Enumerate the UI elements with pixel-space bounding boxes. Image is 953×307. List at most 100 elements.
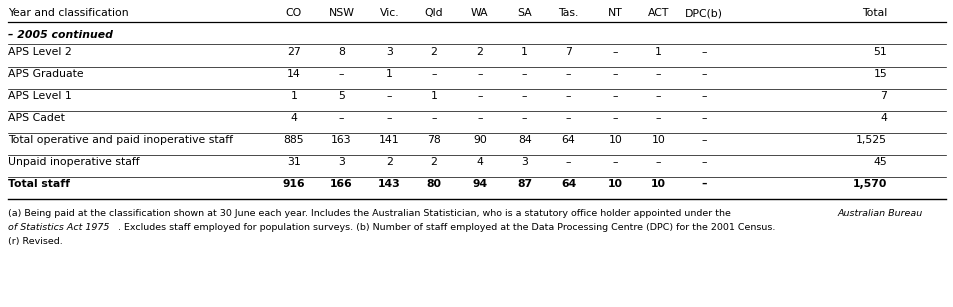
Text: 885: 885	[283, 135, 304, 145]
Text: 2: 2	[430, 47, 437, 57]
Text: –: –	[565, 157, 571, 167]
Text: SA: SA	[517, 8, 532, 18]
Text: 141: 141	[378, 135, 399, 145]
Text: 90: 90	[473, 135, 486, 145]
Text: –: –	[700, 91, 706, 101]
Text: 4: 4	[290, 113, 297, 123]
Text: 45: 45	[873, 157, 886, 167]
Text: 10: 10	[608, 135, 621, 145]
Text: 2: 2	[430, 157, 437, 167]
Text: –: –	[700, 179, 706, 189]
Text: –: –	[431, 69, 436, 79]
Text: –: –	[565, 113, 571, 123]
Text: 94: 94	[472, 179, 487, 189]
Text: 64: 64	[560, 179, 576, 189]
Text: –: –	[431, 113, 436, 123]
Text: NT: NT	[607, 8, 622, 18]
Text: 163: 163	[331, 135, 352, 145]
Text: 14: 14	[287, 69, 300, 79]
Text: –: –	[612, 69, 618, 79]
Text: 10: 10	[650, 179, 665, 189]
Text: 143: 143	[377, 179, 400, 189]
Text: –: –	[386, 91, 392, 101]
Text: 1,570: 1,570	[852, 179, 886, 189]
Text: –: –	[612, 157, 618, 167]
Text: –: –	[521, 91, 527, 101]
Text: Year and classification: Year and classification	[8, 8, 128, 18]
Text: –: –	[565, 69, 571, 79]
Text: 15: 15	[873, 69, 886, 79]
Text: 78: 78	[427, 135, 440, 145]
Text: Qld: Qld	[424, 8, 443, 18]
Text: 27: 27	[287, 47, 300, 57]
Text: Total operative and paid inoperative staff: Total operative and paid inoperative sta…	[8, 135, 233, 145]
Text: 1: 1	[290, 91, 297, 101]
Text: ACT: ACT	[647, 8, 668, 18]
Text: 7: 7	[880, 91, 886, 101]
Text: 1: 1	[430, 91, 437, 101]
Text: –: –	[521, 69, 527, 79]
Text: –: –	[655, 157, 660, 167]
Text: –: –	[476, 69, 482, 79]
Text: 64: 64	[561, 135, 575, 145]
Text: 7: 7	[564, 47, 572, 57]
Text: 916: 916	[282, 179, 305, 189]
Text: 1: 1	[385, 69, 393, 79]
Text: –: –	[612, 47, 618, 57]
Text: 3: 3	[337, 157, 345, 167]
Text: –: –	[612, 91, 618, 101]
Text: 3: 3	[385, 47, 393, 57]
Text: –: –	[700, 47, 706, 57]
Text: Total: Total	[862, 8, 886, 18]
Text: 166: 166	[330, 179, 353, 189]
Text: 4: 4	[880, 113, 886, 123]
Text: 1: 1	[520, 47, 528, 57]
Text: –: –	[476, 91, 482, 101]
Text: 2: 2	[385, 157, 393, 167]
Text: APS Graduate: APS Graduate	[8, 69, 83, 79]
Text: APS Cadet: APS Cadet	[8, 113, 65, 123]
Text: –: –	[386, 113, 392, 123]
Text: WA: WA	[471, 8, 488, 18]
Text: 31: 31	[287, 157, 300, 167]
Text: –: –	[700, 69, 706, 79]
Text: –: –	[655, 69, 660, 79]
Text: APS Level 1: APS Level 1	[8, 91, 71, 101]
Text: NSW: NSW	[328, 8, 355, 18]
Text: 3: 3	[520, 157, 528, 167]
Text: Australian Bureau: Australian Bureau	[837, 209, 922, 218]
Text: 80: 80	[426, 179, 441, 189]
Text: – 2005 continued: – 2005 continued	[8, 30, 112, 40]
Text: . Excludes staff employed for population surveys. (b) Number of staff employed a: . Excludes staff employed for population…	[118, 223, 775, 232]
Text: 10: 10	[607, 179, 622, 189]
Text: –: –	[521, 113, 527, 123]
Text: 5: 5	[337, 91, 345, 101]
Text: of Statistics Act 1975: of Statistics Act 1975	[8, 223, 109, 232]
Text: –: –	[655, 113, 660, 123]
Text: 10: 10	[651, 135, 664, 145]
Text: APS Level 2: APS Level 2	[8, 47, 71, 57]
Text: –: –	[565, 91, 571, 101]
Text: –: –	[700, 157, 706, 167]
Text: –: –	[655, 91, 660, 101]
Text: DPC(b): DPC(b)	[684, 8, 722, 18]
Text: (r) Revised.: (r) Revised.	[8, 237, 62, 246]
Text: Unpaid inoperative staff: Unpaid inoperative staff	[8, 157, 139, 167]
Text: 1,525: 1,525	[856, 135, 886, 145]
Text: 8: 8	[337, 47, 345, 57]
Text: –: –	[338, 69, 344, 79]
Text: 84: 84	[517, 135, 531, 145]
Text: 51: 51	[873, 47, 886, 57]
Text: –: –	[700, 113, 706, 123]
Text: –: –	[476, 113, 482, 123]
Text: Vic.: Vic.	[379, 8, 398, 18]
Text: –: –	[338, 113, 344, 123]
Text: 87: 87	[517, 179, 532, 189]
Text: –: –	[612, 113, 618, 123]
Text: –: –	[700, 135, 706, 145]
Text: 2: 2	[476, 47, 483, 57]
Text: Tas.: Tas.	[558, 8, 578, 18]
Text: 4: 4	[476, 157, 483, 167]
Text: Total staff: Total staff	[8, 179, 70, 189]
Text: CO: CO	[285, 8, 302, 18]
